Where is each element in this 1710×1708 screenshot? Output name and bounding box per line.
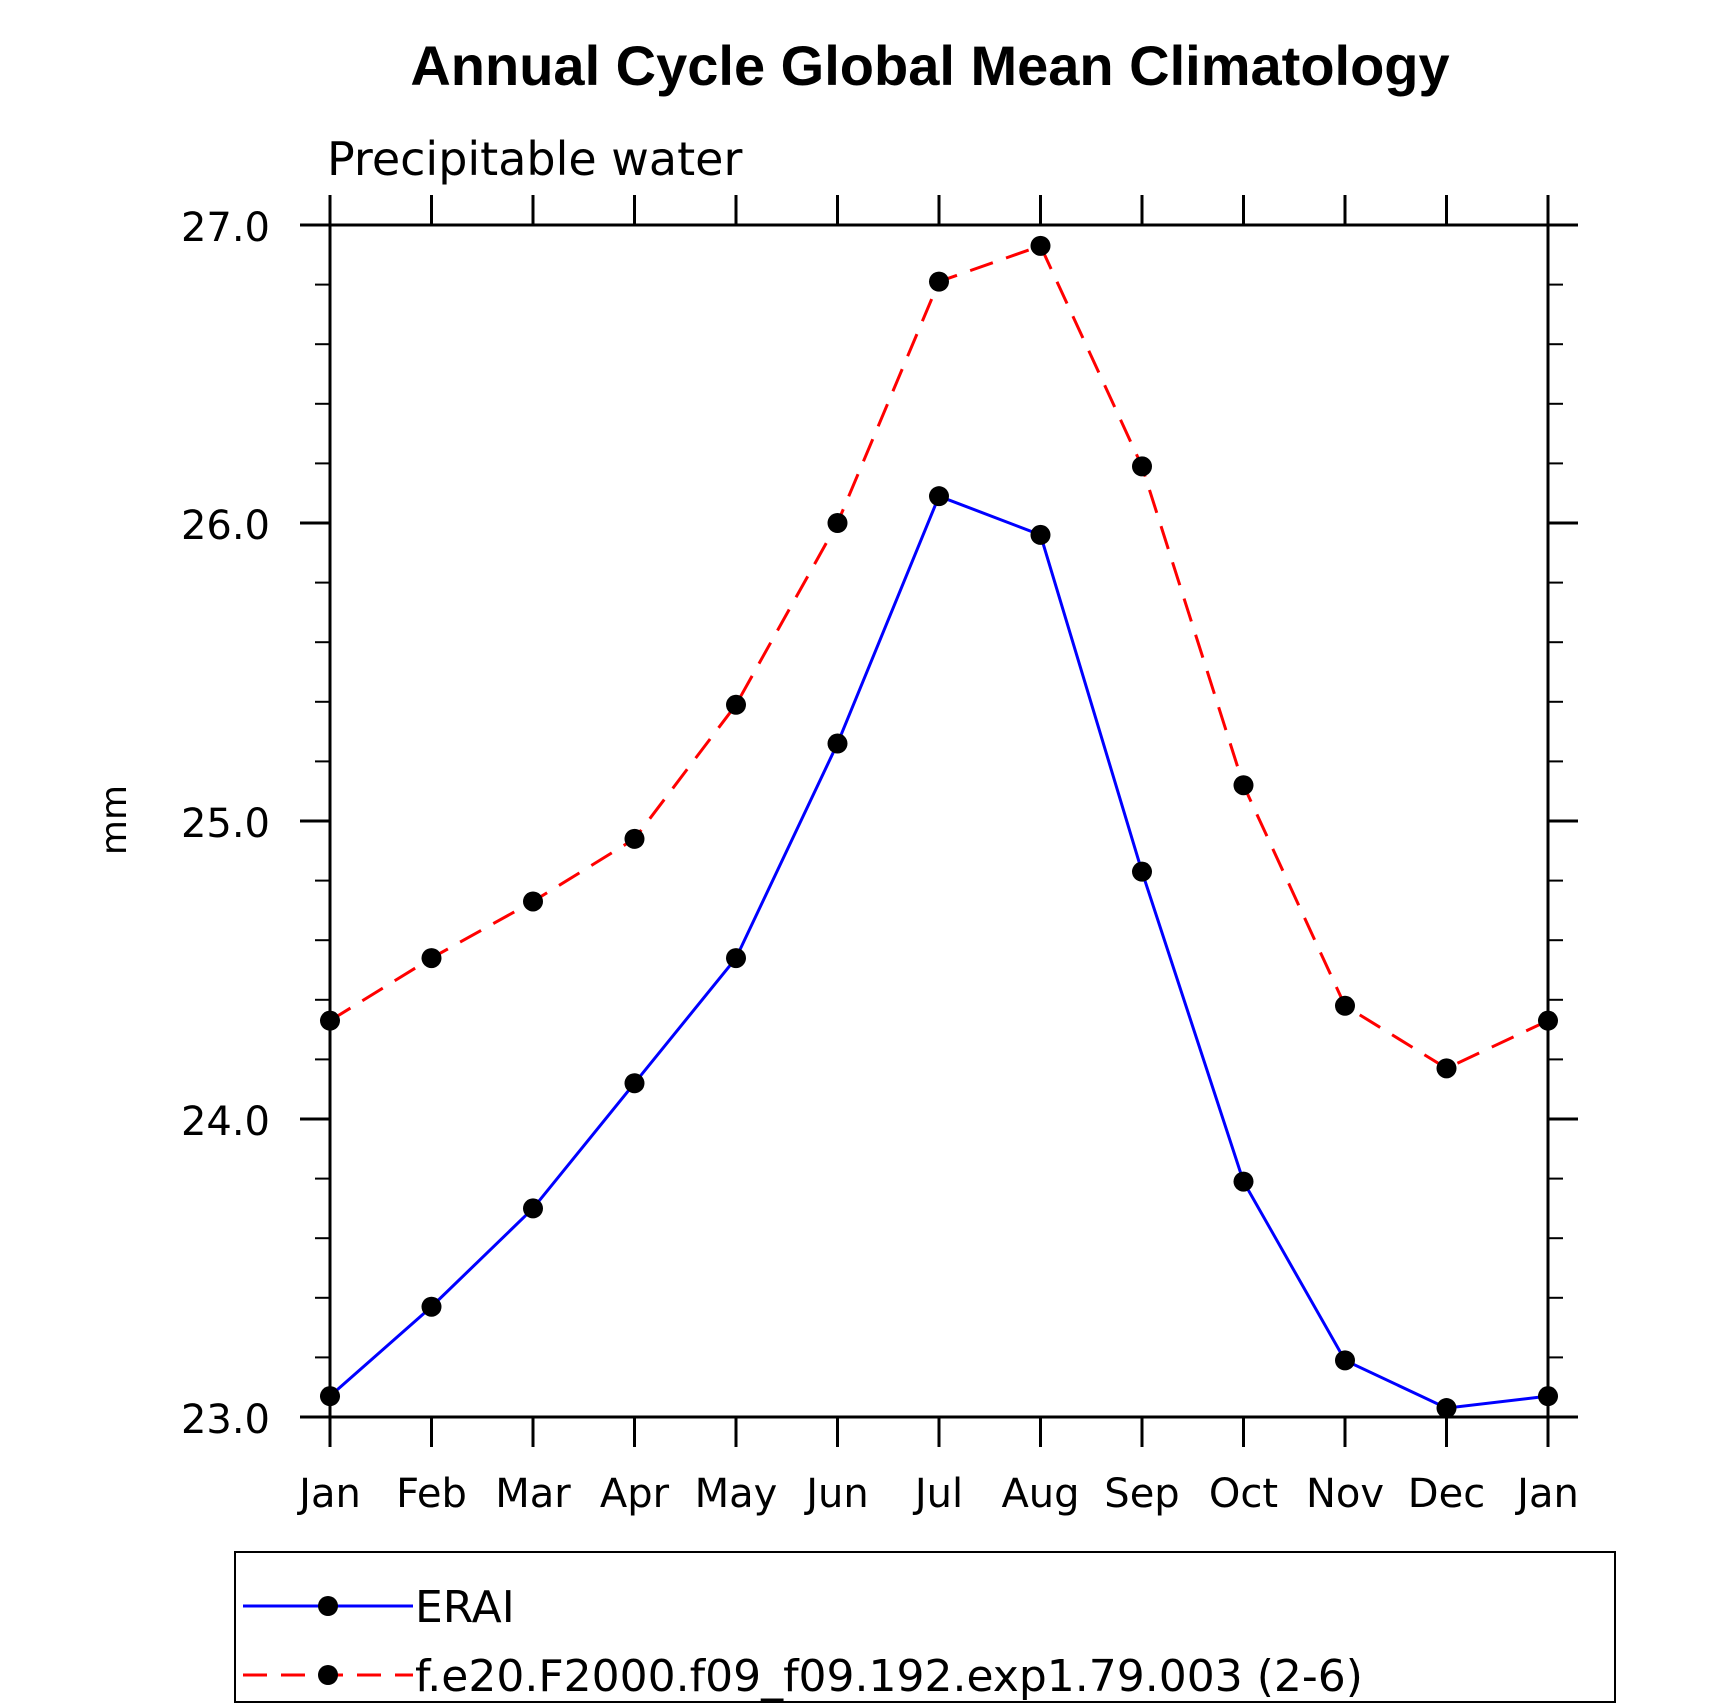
series-1-point — [1538, 1386, 1558, 1407]
legend-box — [234, 1551, 1616, 1703]
series-1-point — [726, 948, 746, 969]
x-tick-label: Nov — [1306, 1471, 1384, 1517]
x-tick-label: Feb — [396, 1471, 467, 1517]
series-2-point — [1030, 235, 1051, 256]
series-1-point — [1335, 1350, 1355, 1371]
series-1-point — [1436, 1398, 1457, 1419]
series-2-point — [1538, 1010, 1558, 1031]
series-1-point — [624, 1073, 645, 1094]
x-tick-label: Oct — [1209, 1471, 1278, 1517]
x-tick-label: Jan — [1514, 1471, 1579, 1517]
series-2-point — [827, 513, 848, 533]
y-tick-label: 25.0 — [181, 801, 270, 847]
series-2-point — [1335, 995, 1355, 1016]
series-1-point — [827, 733, 848, 754]
legend-marker-2 — [318, 1665, 338, 1685]
series-2-point — [523, 891, 543, 912]
legend-label-1: ERAI — [415, 1582, 515, 1633]
series-2-point — [726, 694, 746, 715]
chart-title: Annual Cycle Global Mean Climatology — [410, 34, 1449, 97]
axes: Jan Feb Mar Apr May Jun Jul Aug Sep Oct Nov Dec Jan 2… — [181, 195, 1579, 1517]
series-2-point — [1233, 775, 1254, 796]
series-line-2 — [329, 243, 1549, 1071]
series-1-point — [929, 486, 949, 507]
y-tick-label: 24.0 — [181, 1099, 270, 1145]
series-1-point — [1030, 524, 1051, 545]
y-tick-label: 26.0 — [181, 503, 270, 549]
series-1-point — [421, 1296, 442, 1317]
x-tick-label: Apr — [600, 1471, 670, 1517]
x-tick-label: May — [695, 1471, 778, 1517]
x-tick-label: Aug — [1001, 1471, 1079, 1517]
series-2-point — [624, 828, 645, 849]
series-2-point — [320, 1010, 340, 1031]
y-axis-label: mm — [94, 785, 135, 855]
series-1-point — [1132, 861, 1152, 882]
series-line-1 — [329, 494, 1549, 1410]
chart-subtitle: Precipitable water — [327, 132, 742, 186]
x-tick-label: Dec — [1408, 1471, 1485, 1517]
series-2-point — [1132, 456, 1152, 477]
series-2-point — [421, 948, 442, 969]
x-tick-label: Jun — [803, 1471, 869, 1517]
series-2-point — [929, 271, 949, 292]
legend-marker-1 — [318, 1596, 338, 1616]
y-tick-label: 23.0 — [181, 1397, 270, 1443]
series-2-point — [1436, 1058, 1457, 1079]
y-tick-label: 27.0 — [181, 205, 270, 251]
legend-label-2: f.e20.F2000.f09_f09.192.exp1.79.003 (2-6… — [415, 1651, 1363, 1702]
legend: ERAI f.e20.F2000.f09_f09.192.exp1.79.003 … — [234, 1551, 1616, 1703]
series-1-point — [320, 1386, 340, 1407]
x-tick-label: Mar — [495, 1471, 571, 1517]
x-tick-label: Sep — [1104, 1471, 1179, 1517]
series-group — [320, 235, 1558, 1419]
x-tick-label: Jul — [912, 1471, 963, 1517]
series-1-point — [1233, 1171, 1254, 1192]
plot-frame — [328, 223, 1550, 1419]
x-tick-label: Jan — [296, 1471, 361, 1517]
series-1-point — [523, 1198, 543, 1219]
